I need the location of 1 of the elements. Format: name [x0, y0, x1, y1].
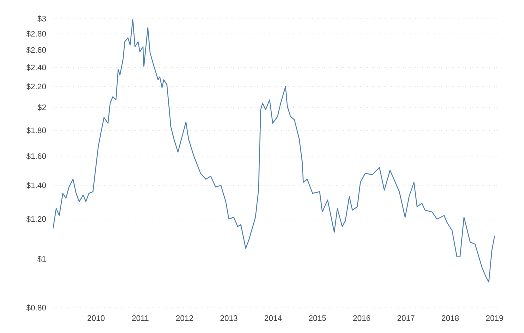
- line-series: [52, 19, 496, 283]
